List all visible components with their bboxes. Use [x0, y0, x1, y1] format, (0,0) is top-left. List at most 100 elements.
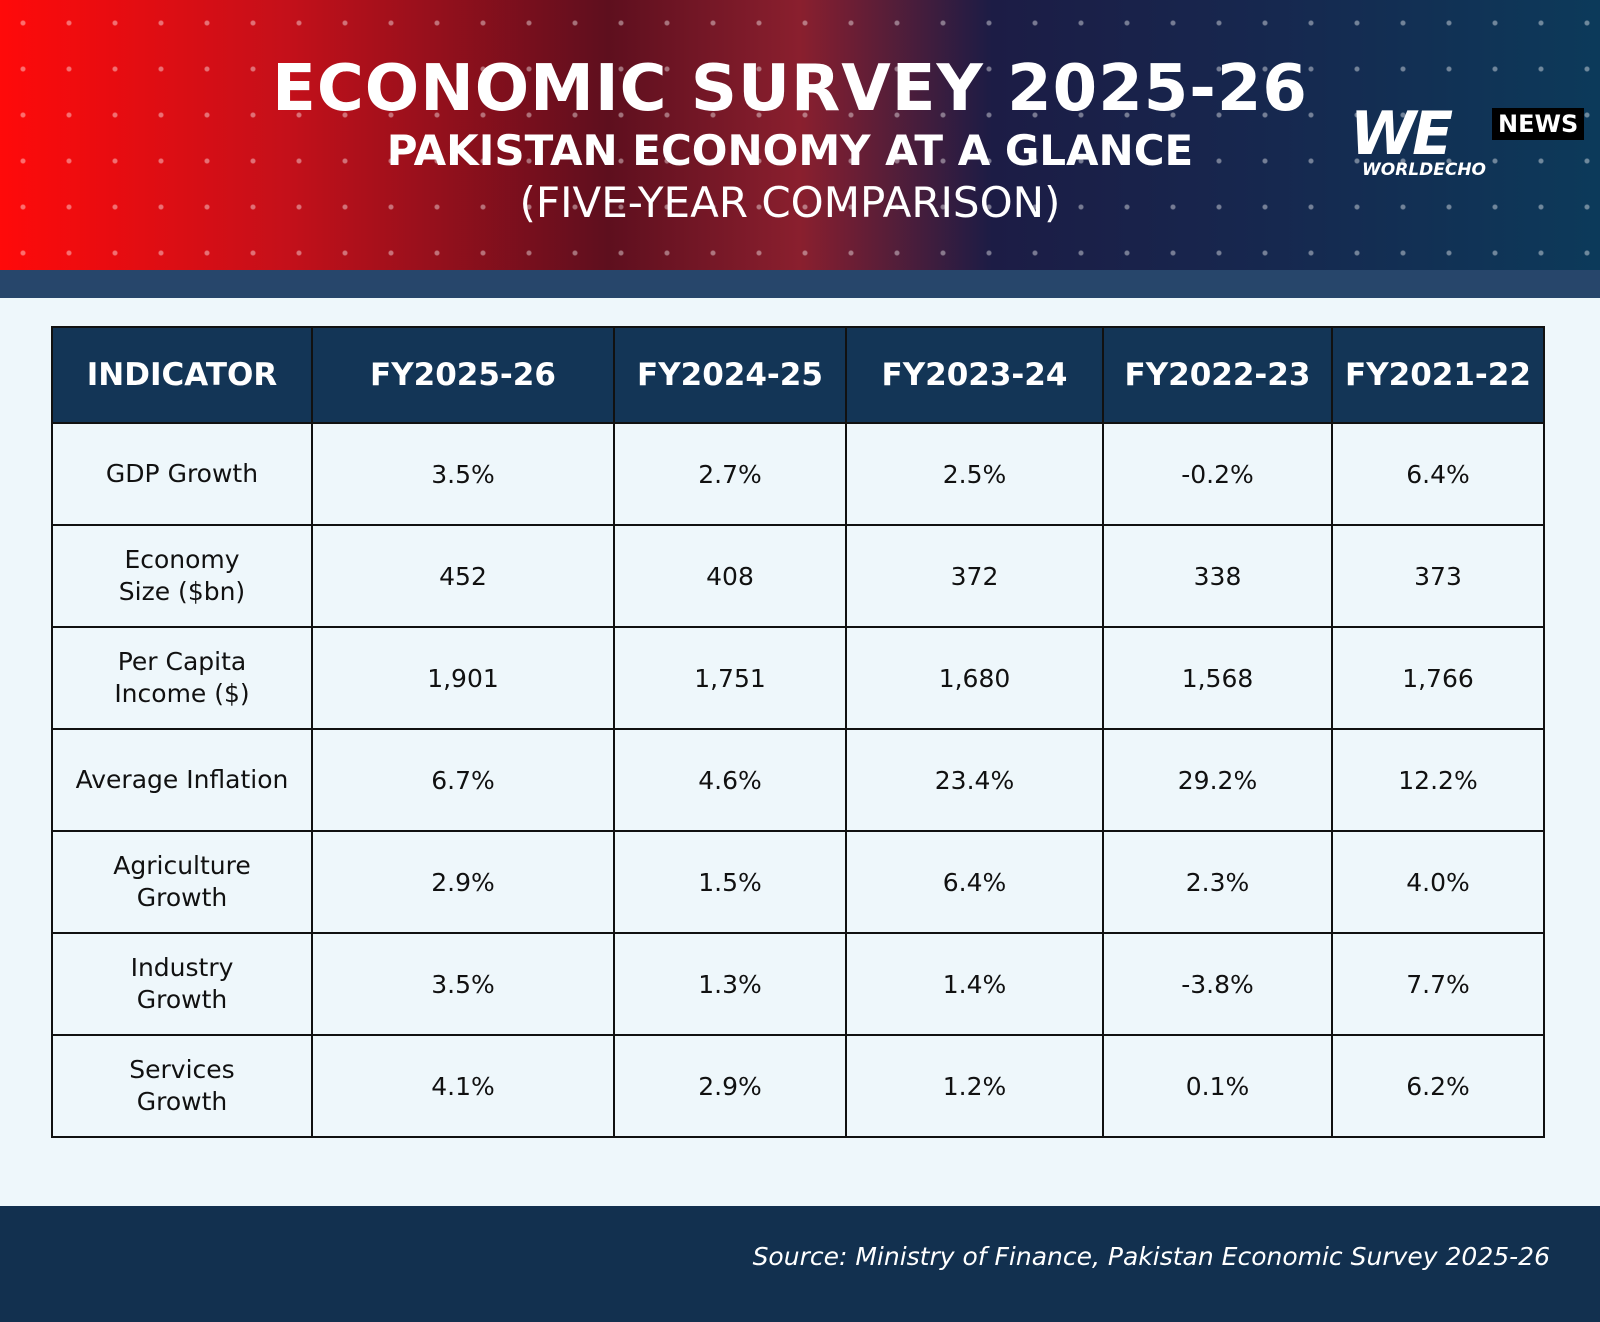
footer: Source: Ministry of Finance, Pakistan Ec…: [0, 1206, 1600, 1322]
indicator-label: Industry Growth: [130, 953, 234, 1014]
table-row: GDP Growth 3.5% 2.7% 2.5% -0.2% 6.4%: [51, 422, 1545, 526]
table-row: Per Capita Income ($) 1,901 1,751 1,680 1,56…: [51, 626, 1545, 730]
cell-value: 1,680: [938, 663, 1011, 693]
cell-value: 2.3%: [1185, 867, 1250, 897]
dot-pattern: [0, 0, 1600, 270]
indicator-label: Economy Size ($bn): [118, 545, 246, 606]
value-cell: 338: [1102, 524, 1333, 628]
cell-value: 338: [1193, 561, 1242, 591]
value-cell: 1,680: [845, 626, 1104, 730]
value-cell: -0.2%: [1102, 422, 1333, 526]
cell-value: 0.1%: [1185, 1071, 1250, 1101]
value-cell: 12.2%: [1331, 728, 1545, 832]
table-row: Average Inflation 6.7% 4.6% 23.4% 29.2% 12.2%: [51, 728, 1545, 832]
cell-value: 1,751: [694, 663, 766, 693]
table-row: Agriculture Growth 2.9% 1.5% 6.4% 2.3% 4.0%: [51, 830, 1545, 934]
header: ECONOMIC SURVEY 2025-26 PAKISTAN ECONOMY…: [0, 0, 1600, 270]
cell-value: 1.3%: [698, 969, 762, 999]
value-cell: 2.3%: [1102, 830, 1333, 934]
cell-value: 6.4%: [942, 867, 1007, 897]
value-cell: 3.5%: [311, 932, 615, 1036]
data-table: INDICATOR FY2025-26 FY2024-25 FY2023-24 FY20…: [51, 326, 1545, 1138]
cell-value: 2.9%: [698, 1071, 762, 1101]
cell-value: -0.2%: [1181, 459, 1254, 489]
logo-badge: NEWS: [1492, 108, 1585, 140]
cell-value: 3.5%: [431, 969, 495, 999]
value-cell: 373: [1331, 524, 1545, 628]
logo: WE NEWS WORLDECHO: [1350, 99, 1585, 180]
header-row: INDICATOR FY2025-26 FY2024-25 FY2023-24 FY20…: [51, 326, 1545, 424]
value-cell: 7.7%: [1331, 932, 1545, 1036]
cell-value: 372: [950, 561, 999, 591]
cell-value: 23.4%: [934, 765, 1015, 795]
indicator-label: Agriculture Growth: [113, 851, 251, 912]
indicator-label: Services Growth: [129, 1055, 235, 1116]
value-cell: 1,901: [311, 626, 615, 730]
value-cell: 4.6%: [613, 728, 847, 832]
cell-value: 1.4%: [942, 969, 1007, 999]
value-cell: 1.5%: [613, 830, 847, 934]
value-cell: 1,751: [613, 626, 847, 730]
column-header: FY2022-23: [1102, 326, 1333, 424]
cell-value: 1.5%: [698, 867, 762, 897]
cell-value: 29.2%: [1177, 765, 1258, 795]
value-cell: 2.9%: [613, 1034, 847, 1138]
column-header: FY2024-25: [613, 326, 847, 424]
value-cell: 372: [845, 524, 1104, 628]
value-cell: 1,766: [1331, 626, 1545, 730]
value-cell: 1,568: [1102, 626, 1333, 730]
value-cell: 0.1%: [1102, 1034, 1333, 1138]
indicator-label: Average Inflation: [75, 765, 289, 794]
logo-name: WORLDECHO: [1362, 160, 1487, 180]
column-header: FY2021-22: [1331, 326, 1545, 424]
indicator-cell: Services Growth: [51, 1034, 313, 1138]
source: Source: Ministry of Finance, Pakistan Ec…: [752, 1242, 1550, 1271]
value-cell: 1.3%: [613, 932, 847, 1036]
indicator-label: GDP Growth: [105, 459, 259, 488]
column-header: INDICATOR: [51, 326, 313, 424]
value-cell: 6.4%: [1331, 422, 1545, 526]
value-cell: 4.1%: [311, 1034, 615, 1138]
indicator-cell: Industry Growth: [51, 932, 313, 1036]
indicator-cell: Economy Size ($bn): [51, 524, 313, 628]
cell-value: 12.2%: [1398, 765, 1478, 795]
logo-mark: WE: [1350, 99, 1453, 169]
cell-value: 7.7%: [1406, 969, 1470, 999]
indicator-cell: GDP Growth: [51, 422, 313, 526]
cell-value: 1,766: [1402, 663, 1474, 693]
value-cell: 6.7%: [311, 728, 615, 832]
value-cell: 23.4%: [845, 728, 1104, 832]
cell-value: 6.2%: [1406, 1071, 1470, 1101]
cell-value: 6.4%: [1406, 459, 1470, 489]
cell-value: 4.6%: [698, 765, 762, 795]
value-cell: 452: [311, 524, 615, 628]
value-cell: 408: [613, 524, 847, 628]
column-header: FY2023-24: [845, 326, 1104, 424]
table-row: Industry Growth 3.5% 1.3% 1.4% -3.8% 7.7%: [51, 932, 1545, 1036]
cell-value: 373: [1414, 561, 1462, 591]
cell-value: 1,568: [1181, 663, 1254, 693]
table-row: Economy Size ($bn) 452 408 372 338 373: [51, 524, 1545, 628]
cell-value: 1.2%: [942, 1071, 1007, 1101]
cell-value: 2.7%: [698, 459, 762, 489]
cell-value: 3.5%: [431, 459, 495, 489]
value-cell: 1.2%: [845, 1034, 1104, 1138]
value-cell: 2.5%: [845, 422, 1104, 526]
column-header: FY2025-26: [311, 326, 615, 424]
value-cell: 2.7%: [613, 422, 847, 526]
cell-value: 408: [706, 561, 754, 591]
table-body: GDP Growth 3.5% 2.7% 2.5% -0.2% 6.4% Economy S…: [51, 422, 1545, 1138]
cell-value: 2.9%: [431, 867, 495, 897]
cell-value: 452: [439, 561, 487, 591]
cell-value: -3.8%: [1181, 969, 1254, 999]
title: ECONOMIC SURVEY 2025-26: [272, 52, 1308, 126]
indicator-cell: Agriculture Growth: [51, 830, 313, 934]
note: (FIVE-YEAR COMPARISON): [519, 178, 1061, 227]
indicator-cell: Per Capita Income ($): [51, 626, 313, 730]
cell-value: 4.0%: [1406, 867, 1470, 897]
value-cell: 2.9%: [311, 830, 615, 934]
value-cell: -3.8%: [1102, 932, 1333, 1036]
value-cell: 29.2%: [1102, 728, 1333, 832]
cell-value: 2.5%: [942, 459, 1007, 489]
divider-band: [0, 270, 1600, 298]
